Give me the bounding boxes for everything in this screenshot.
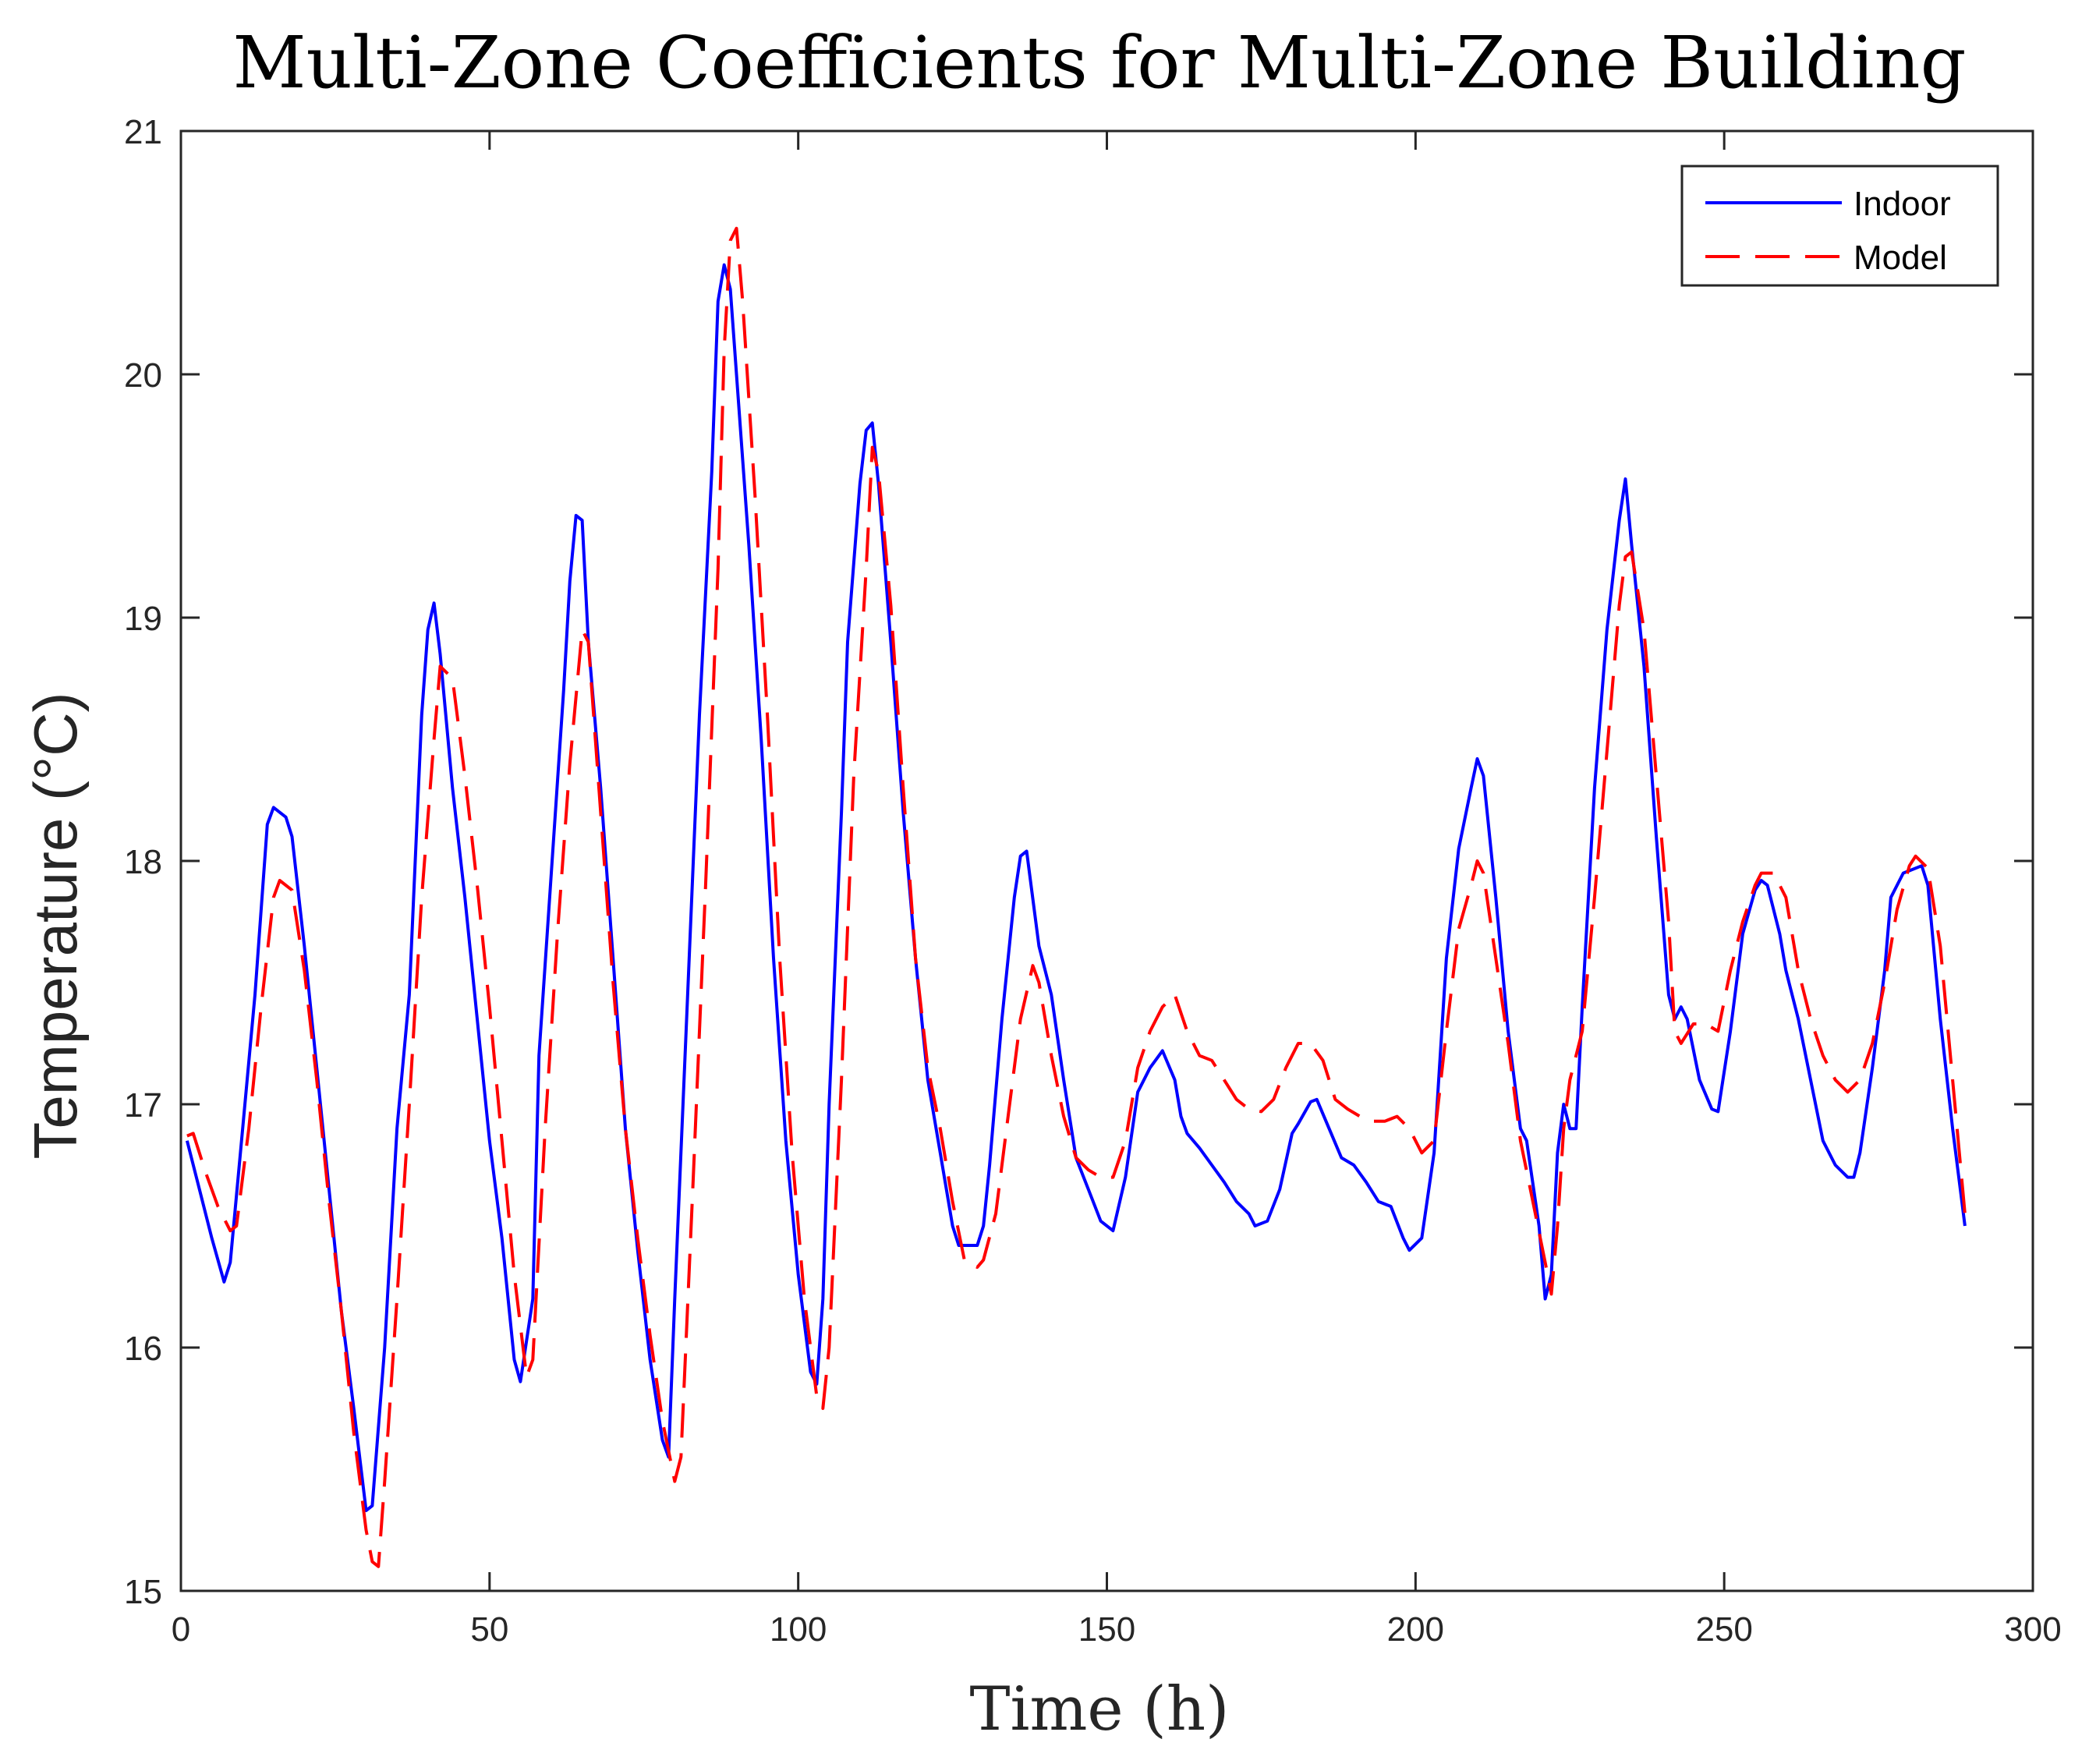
y-tick-label: 18 (124, 843, 162, 881)
series-layer (185, 226, 1967, 1568)
x-tick-label: 200 (1387, 1610, 1444, 1649)
x-tick-label: 300 (2004, 1610, 2061, 1649)
y-tick-label: 21 (124, 113, 162, 151)
y-axis: 15 16 17 18 19 20 21 (124, 113, 2033, 1611)
legend-box (1680, 165, 1999, 287)
series-line-model (186, 226, 1967, 1568)
x-axis-label: Time (h) (970, 1674, 1230, 1745)
x-axis: 0 50 100 150 200 250 300 (172, 131, 2062, 1649)
y-tick-label: 20 (124, 356, 162, 395)
chart-title: Multi-Zone Coefficients for Multi-Zone B… (232, 21, 1966, 104)
legend: Indoor Model (1680, 165, 1999, 287)
x-tick-label: 150 (1078, 1610, 1135, 1649)
legend-model-label: Model (1854, 239, 1947, 277)
y-tick-label: 17 (124, 1086, 162, 1125)
y-tick-label: 15 (124, 1573, 162, 1611)
x-tick-label: 250 (1695, 1610, 1752, 1649)
x-tick-label: 50 (470, 1610, 508, 1649)
x-tick-label: 100 (770, 1610, 827, 1649)
y-axis-label: Temperature (°C) (21, 692, 90, 1159)
y-tick-label: 19 (124, 600, 162, 638)
plot-area (181, 131, 2033, 1591)
legend-indoor-label: Indoor (1854, 185, 1951, 223)
x-tick-label: 0 (172, 1610, 190, 1649)
y-tick-label: 16 (124, 1330, 162, 1368)
